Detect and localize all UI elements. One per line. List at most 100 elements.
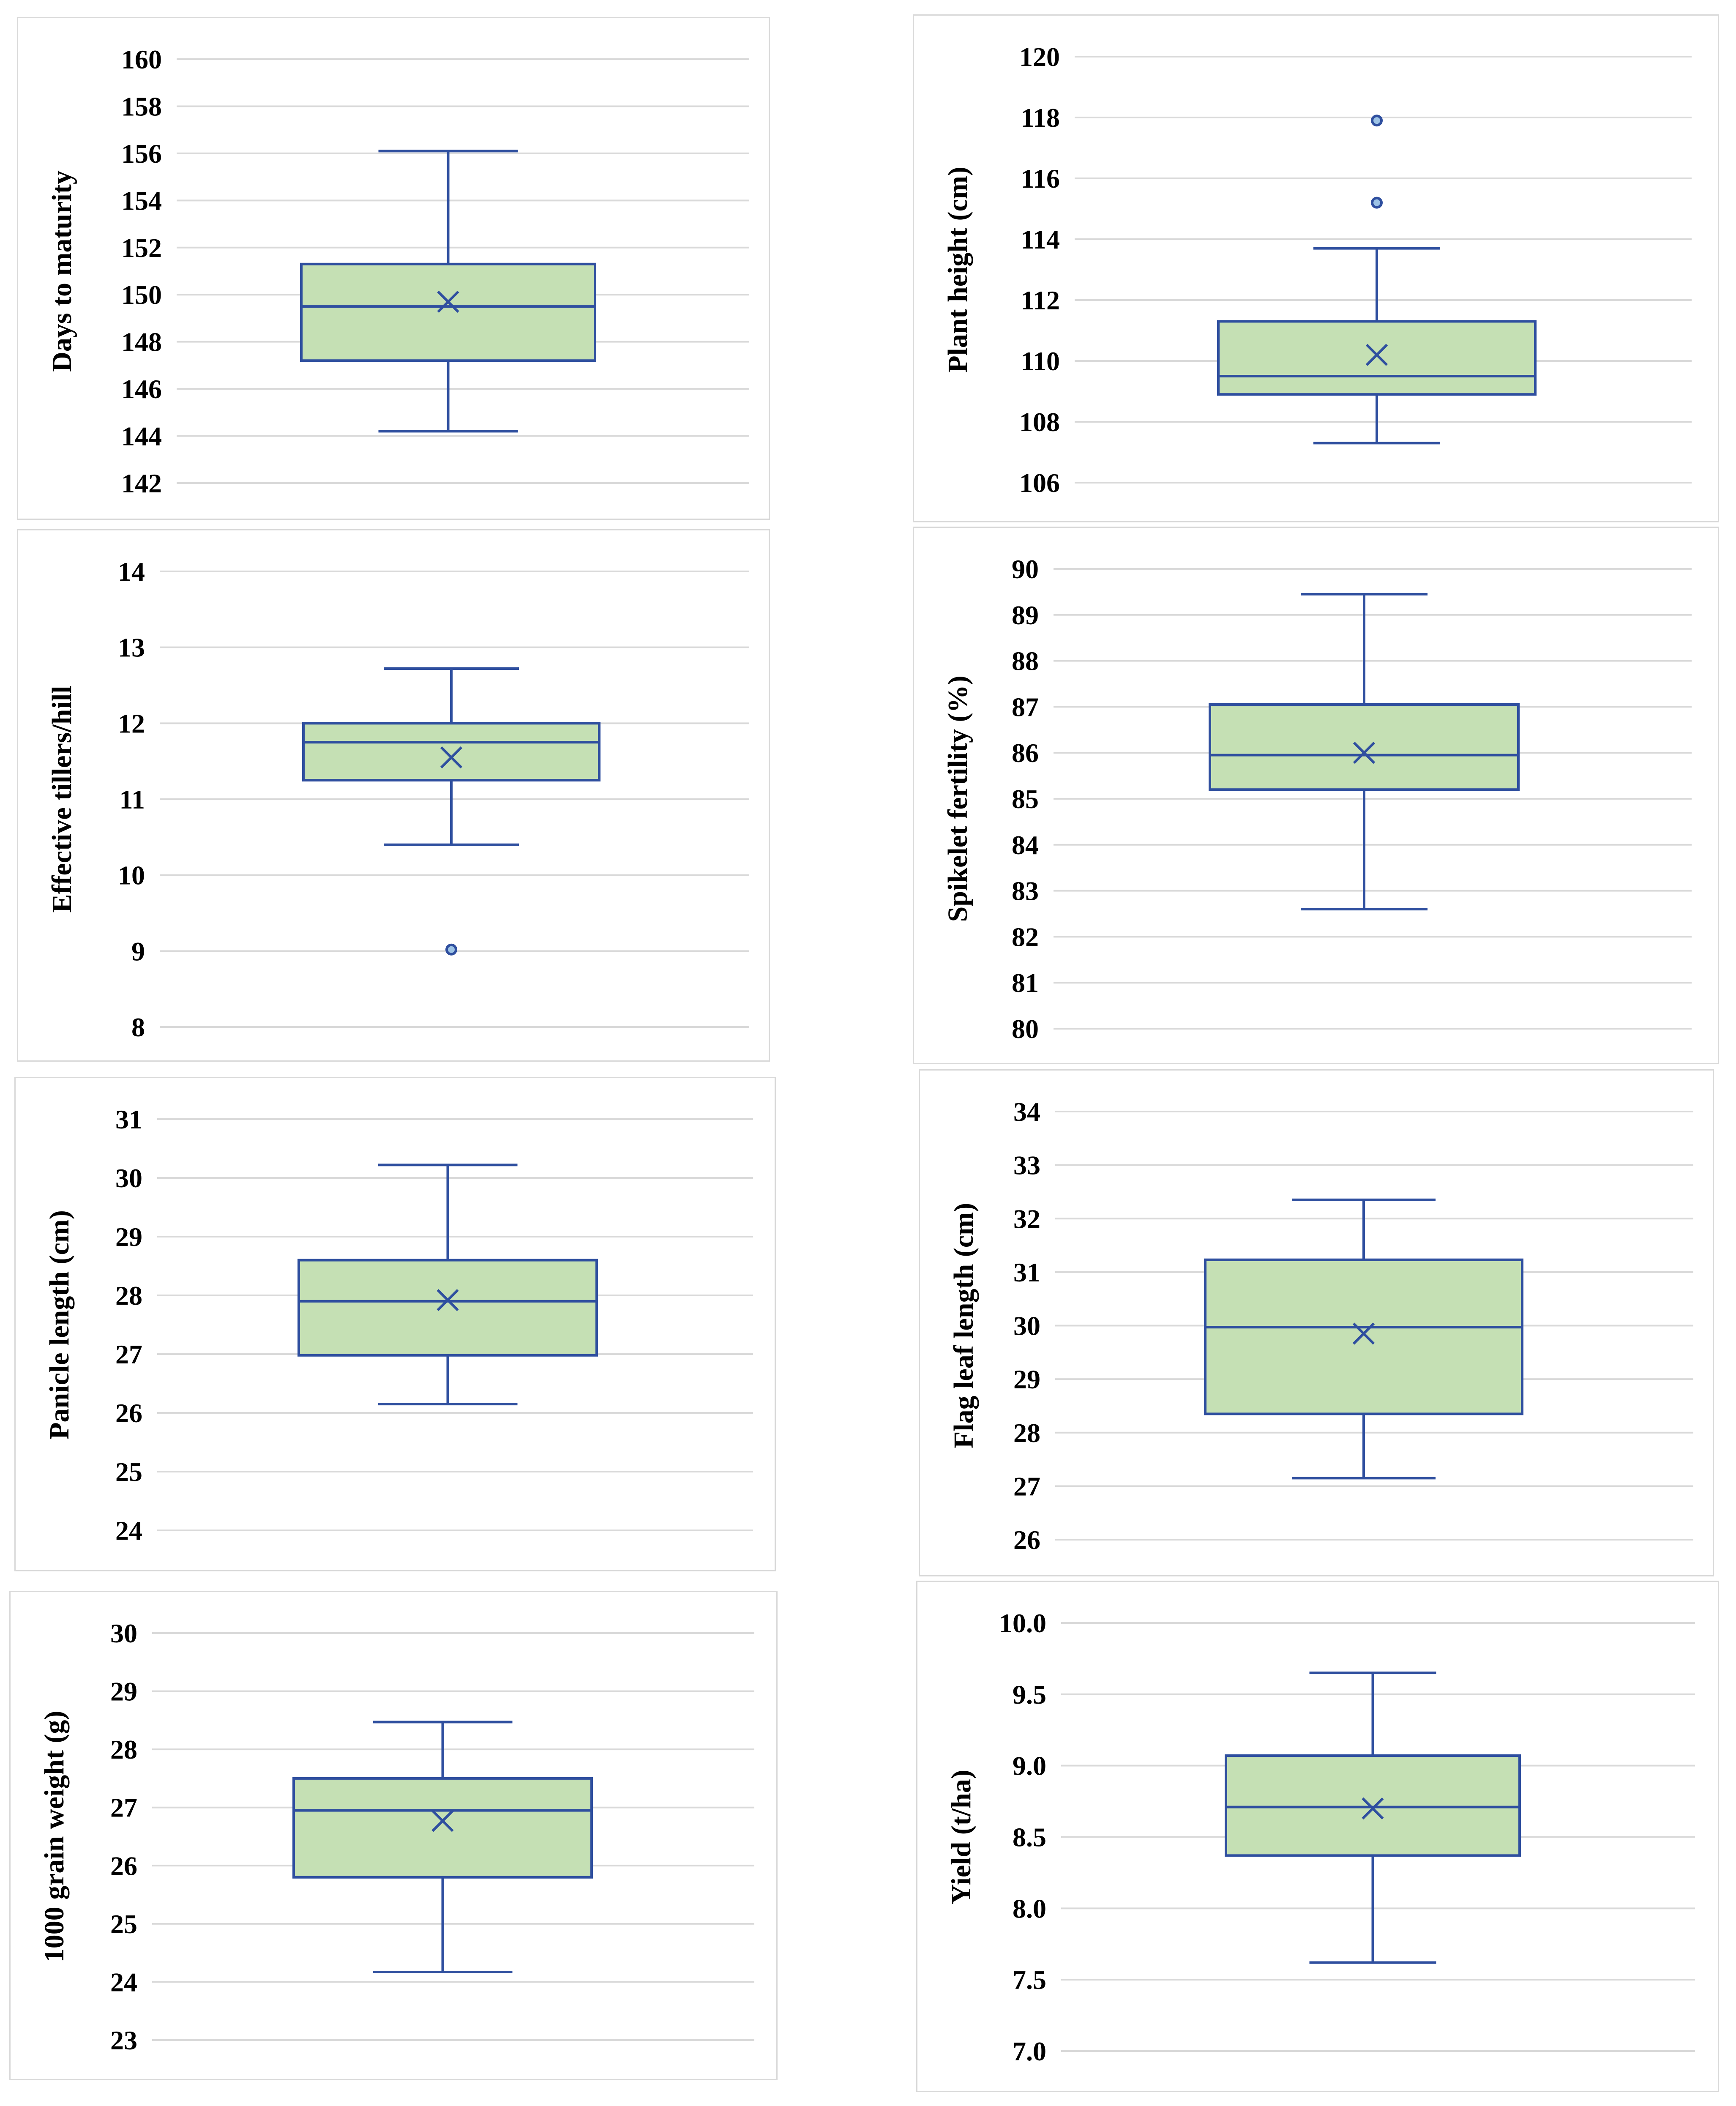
outlier-point [445, 943, 457, 956]
chart-svg: 24 25 26 27 28 29 30 31 Panicle length (cm) [44, 1104, 753, 1546]
y-tick-label: 118 [1021, 103, 1060, 133]
y-tick-label: 83 [1012, 876, 1039, 906]
y-tick-label: 110 [1021, 346, 1060, 376]
y-axis-label: Plant height (cm) [942, 167, 973, 373]
y-axis-label: Flag leaf length (cm) [948, 1203, 979, 1448]
chart-panel-yield: 7.0 7.5 8.0 8.5 9.0 9.5 10.0 Yield (t/ha) [916, 1581, 1719, 2092]
y-tick-label: 28 [1013, 1418, 1040, 1448]
y-tick-label: 154 [121, 186, 162, 216]
chart-svg: 106 108 110 112 114 116 118 120 Plant height (cm… [942, 42, 1692, 498]
chart-svg: 23 24 25 26 27 28 29 30 1000 grain weight (g) [39, 1618, 754, 2055]
y-tick-label: 82 [1012, 922, 1039, 952]
y-tick-label: 26 [115, 1398, 142, 1428]
y-tick-label: 30 [115, 1163, 142, 1193]
iqr-box [302, 722, 601, 782]
y-tick-label: 112 [1021, 285, 1060, 315]
y-tick-label: 14 [118, 557, 145, 587]
y-axis-label: 1000 grain weight (g) [39, 1711, 70, 1963]
y-tick-label: 80 [1012, 1014, 1039, 1044]
y-tick-label: 142 [121, 468, 162, 498]
chart-panel-effective-tillers: 8 9 10 11 12 13 14 Effective tillers/hill [17, 529, 770, 1062]
y-tick-label: 9 [131, 936, 145, 966]
mean-marker [1353, 742, 1376, 764]
chart-svg: 26 27 28 29 30 31 32 33 34 Flag leaf length (cm) [948, 1097, 1693, 1555]
y-tick-label: 29 [115, 1222, 142, 1252]
y-tick-label: 114 [1021, 224, 1060, 254]
y-tick-label: 27 [110, 1793, 137, 1823]
y-axis-label: Effective tillers/hill [46, 686, 77, 913]
y-tick-label: 144 [121, 421, 162, 451]
y-tick-label: 25 [115, 1457, 142, 1487]
iqr-box [298, 1259, 598, 1357]
y-tick-label: 86 [1012, 738, 1039, 768]
chart-svg: 142 144 146 148 150 152 154 156 158 160 Days to ma… [46, 44, 749, 498]
outlier-point [1371, 197, 1383, 209]
chart-panel-spikelet-fertility: 80 81 82 83 84 85 86 87 88 89 90 Spikelet fertility… [913, 527, 1719, 1064]
y-tick-label: 34 [1013, 1097, 1040, 1127]
mean-marker [440, 746, 463, 769]
y-tick-label: 33 [1013, 1150, 1040, 1180]
y-tick-label: 25 [110, 1909, 137, 1939]
mean-marker [437, 290, 459, 313]
mean-marker [1365, 344, 1388, 366]
chart-panel-flag-leaf-length: 26 27 28 29 30 31 32 33 34 Flag leaf length (cm) [919, 1069, 1714, 1576]
y-tick-label: 27 [115, 1339, 142, 1369]
y-tick-label: 10.0 [999, 1608, 1046, 1638]
y-tick-label: 9.5 [1013, 1680, 1046, 1710]
y-tick-label: 87 [1012, 692, 1039, 722]
y-tick-label: 28 [110, 1735, 137, 1765]
y-tick-label: 84 [1012, 830, 1039, 860]
chart-panel-plant-height: 106 108 110 112 114 116 118 120 Plant height (cm… [913, 14, 1719, 522]
chart-svg: 80 81 82 83 84 85 86 87 88 89 90 Spikelet fertility… [942, 554, 1692, 1044]
y-tick-label: 7.0 [1013, 2036, 1046, 2066]
y-tick-label: 24 [110, 1967, 137, 1997]
y-tick-label: 108 [1019, 407, 1060, 437]
iqr-box [1204, 1258, 1523, 1415]
y-tick-label: 9.0 [1013, 1751, 1046, 1781]
y-tick-label: 150 [121, 280, 162, 310]
y-tick-label: 156 [121, 139, 162, 169]
y-tick-label: 90 [1012, 554, 1039, 584]
y-tick-label: 146 [121, 374, 162, 404]
iqr-box [292, 1777, 593, 1879]
y-tick-label: 24 [115, 1516, 142, 1546]
y-tick-label: 13 [118, 633, 145, 663]
mean-marker [431, 1810, 454, 1832]
y-tick-label: 12 [118, 708, 145, 738]
y-tick-label: 30 [110, 1618, 137, 1648]
chart-panel-panicle-length: 24 25 26 27 28 29 30 31 Panicle length (cm) [14, 1077, 776, 1571]
y-tick-label: 8.0 [1013, 1893, 1046, 1923]
mean-marker [1352, 1322, 1375, 1345]
chart-panel-days-to-maturity: 142 144 146 148 150 152 154 156 158 160 Days to ma… [17, 17, 770, 520]
iqr-box [1209, 703, 1520, 791]
y-tick-label: 7.5 [1013, 1965, 1046, 1995]
y-tick-label: 116 [1021, 164, 1060, 194]
y-tick-label: 8 [131, 1012, 145, 1042]
y-tick-label: 29 [110, 1677, 137, 1707]
y-tick-label: 32 [1013, 1204, 1040, 1234]
y-tick-label: 158 [121, 91, 162, 121]
y-axis-label: Panicle length (cm) [44, 1210, 75, 1440]
y-tick-label: 106 [1019, 468, 1060, 498]
y-tick-label: 10 [118, 860, 145, 890]
y-tick-label: 85 [1012, 784, 1039, 814]
y-tick-label: 31 [1013, 1257, 1040, 1287]
mean-marker [1362, 1797, 1384, 1820]
y-tick-label: 88 [1012, 646, 1039, 676]
y-tick-label: 27 [1013, 1471, 1040, 1501]
mean-marker [437, 1289, 459, 1311]
iqr-box [1217, 320, 1537, 396]
y-axis-label: Spikelet fertility (%) [942, 676, 973, 922]
y-tick-label: 8.5 [1013, 1822, 1046, 1852]
y-tick-label: 30 [1013, 1311, 1040, 1341]
y-tick-label: 120 [1019, 42, 1060, 72]
y-tick-label: 26 [1013, 1525, 1040, 1555]
y-tick-label: 31 [115, 1104, 142, 1134]
chart-svg: 8 9 10 11 12 13 14 Effective tillers/hill [46, 557, 749, 1042]
y-tick-label: 29 [1013, 1364, 1040, 1394]
y-axis-label: Yield (t/ha) [946, 1770, 977, 1904]
y-tick-label: 28 [115, 1281, 142, 1311]
outlier-point [1371, 115, 1383, 127]
y-tick-label: 148 [121, 327, 162, 357]
chart-panel-grain-weight: 23 24 25 26 27 28 29 30 1000 grain weight (g) [9, 1591, 778, 2080]
